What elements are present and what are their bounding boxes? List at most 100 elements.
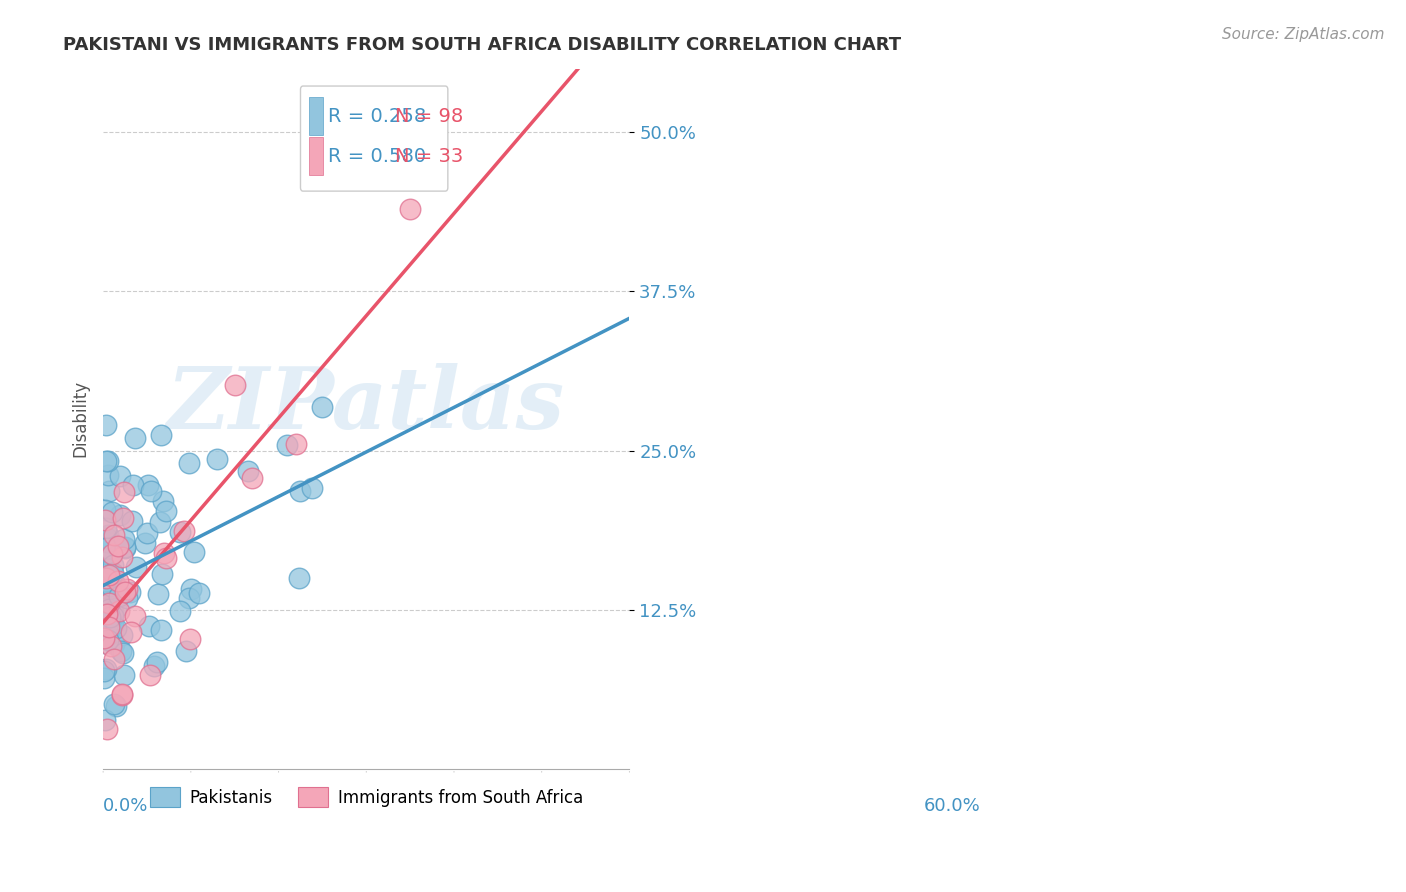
Point [111,510,134,524]
Point [114,541,136,555]
Point [276,437,298,451]
Point [112,646,135,660]
Point [94,542,117,557]
Legend: Pakistanis, Immigrants from South Africa: Pakistanis, Immigrants from South Africa [143,780,589,814]
Point [97,615,120,629]
Point [100,579,122,593]
Point [180,582,202,596]
Point [125,559,148,574]
Point [94,417,117,432]
Point [94,513,117,527]
Point [311,400,333,414]
Point [205,452,228,467]
Point [120,624,142,639]
Point [103,617,125,632]
Point [94,600,117,615]
Point [177,591,200,605]
Point [101,505,124,519]
Point [105,621,128,635]
Point [124,431,146,445]
FancyBboxPatch shape [301,86,449,191]
Point [93,530,115,544]
Point [153,546,176,560]
Point [285,436,308,450]
Point [94,635,117,649]
Point [111,628,134,642]
Point [93,502,115,516]
Point [155,504,177,518]
Point [115,582,138,596]
Point [177,456,200,470]
Text: R = 0.258: R = 0.258 [329,107,426,126]
Point [108,508,131,522]
Point [101,614,124,628]
Point [136,526,159,541]
Point [96,541,118,555]
Point [169,524,191,539]
Point [96,662,118,676]
Point [96,589,118,603]
Point [121,478,143,492]
Point [93,550,115,565]
Point [98,601,121,615]
Point [150,427,173,442]
Point [103,698,125,712]
Point [107,574,129,589]
Point [114,540,136,554]
Point [101,566,124,581]
Point [104,601,127,615]
Point [97,562,120,576]
Point [138,619,160,633]
Text: N = 98: N = 98 [395,107,464,126]
Point [94,538,117,552]
Point [93,566,115,580]
Point [179,632,201,646]
Point [101,609,124,624]
Point [96,607,118,621]
Point [93,664,115,678]
FancyBboxPatch shape [309,97,322,136]
Point [187,586,209,600]
Point [98,547,121,561]
Point [121,514,143,528]
Point [96,608,118,623]
Point [93,631,115,645]
Point [115,591,138,605]
Point [97,535,120,549]
Point [97,467,120,482]
Point [103,577,125,591]
Point [108,589,131,603]
Y-axis label: Disability: Disability [72,380,89,458]
Point [98,610,121,624]
Text: PAKISTANI VS IMMIGRANTS FROM SOUTH AFRICA DISABILITY CORRELATION CHART: PAKISTANI VS IMMIGRANTS FROM SOUTH AFRIC… [63,36,901,54]
Point [93,581,115,595]
Text: 0.0%: 0.0% [103,797,149,815]
Point [96,566,118,581]
Point [110,644,132,658]
Point [112,484,135,499]
Point [103,637,125,651]
Point [288,483,311,498]
Point [103,652,125,666]
Point [96,571,118,585]
Point [150,567,173,582]
Point [146,655,169,669]
Point [112,532,135,546]
Point [97,527,120,541]
Point [98,568,121,582]
Point [134,536,156,550]
Point [96,554,118,568]
Point [152,493,174,508]
Point [96,623,118,637]
Point [224,378,246,392]
Point [110,549,132,564]
Point [146,587,169,601]
Point [105,699,128,714]
Point [173,524,195,539]
Point [108,604,131,618]
Point [96,722,118,736]
Point [101,605,124,619]
Point [100,574,122,589]
Point [139,484,162,499]
Point [93,548,115,562]
